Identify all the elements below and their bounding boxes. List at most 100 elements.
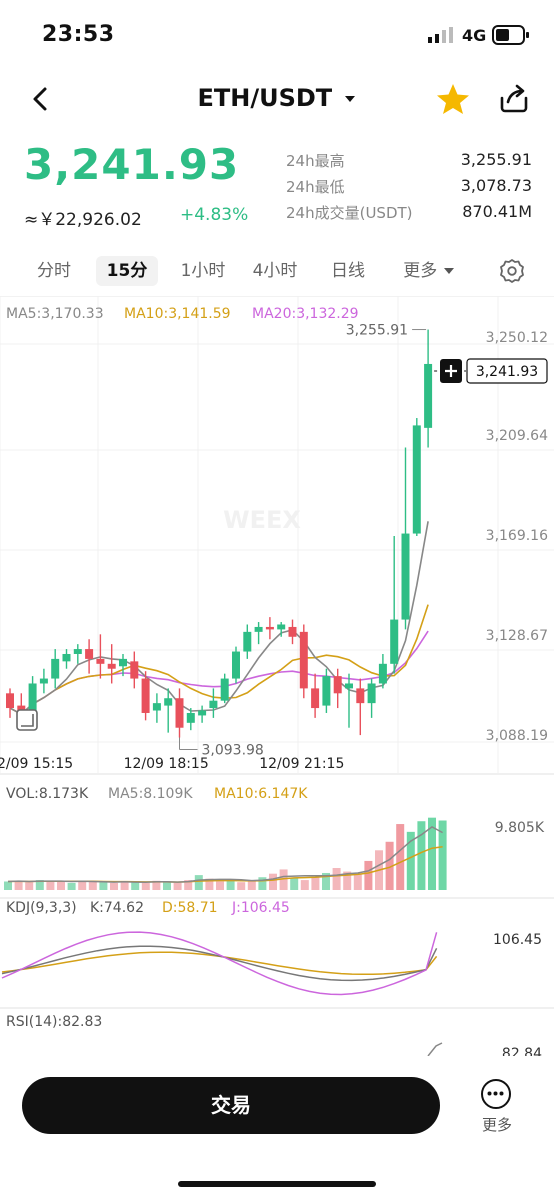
candle-body (175, 698, 184, 728)
kdj-y-tick: 106.45 (493, 932, 542, 948)
volume-bar (406, 831, 415, 890)
ma10-line (9, 604, 429, 716)
more-icon[interactable] (481, 1079, 511, 1109)
candle-body (164, 698, 173, 706)
ma5-legend: MA5:3,170.33 (6, 306, 104, 322)
back-arrow-icon[interactable] (30, 86, 50, 112)
pair-name: ETH/USDT (197, 84, 333, 112)
volume-bar (184, 880, 193, 890)
candle-body (299, 631, 308, 689)
tab-more-label: 更多 (403, 261, 438, 281)
x-tick-label: 12/09 21:15 (259, 756, 344, 772)
volume-bar (417, 821, 426, 890)
y-tick-label: 3,128.67 (486, 628, 548, 644)
volume-bar (194, 875, 203, 890)
candle-body (85, 649, 94, 659)
more-label[interactable]: 更多 (481, 1116, 512, 1134)
ma10-legend: MA10:3,141.59 (124, 306, 231, 322)
kdj-params-legend: KDJ(9,3,3) (6, 900, 77, 916)
candle-body (119, 658, 127, 667)
current-price-label: 3,241.93 (476, 364, 538, 380)
volume-bar (226, 880, 235, 890)
candle-body (6, 693, 14, 709)
kdj-j-legend: J:106.45 (231, 900, 290, 916)
vol-ma5-line (7, 826, 443, 884)
volume-bar (343, 871, 352, 890)
volume-bar (258, 877, 267, 890)
stat-volume-value: 870.41M (462, 202, 532, 221)
kline-chart[interactable]: WEEX MA5:3,170.33 MA10:3,141.59 MA20:3,132… (0, 295, 554, 1062)
y-tick-label: 3,250.12 (486, 330, 548, 346)
tab-timeline[interactable]: 分时 (37, 261, 71, 281)
volume-bar (88, 881, 97, 890)
stat-volume-label: 24h成交量(USDT) (286, 204, 413, 222)
rsi-y-tick: 82.84 (502, 1046, 542, 1056)
candle-body (28, 683, 37, 713)
x-tick-label: 12/09 15:15 (0, 756, 73, 772)
tab-15m[interactable]: 15分 (96, 256, 158, 286)
candle-body (51, 658, 60, 679)
volume-bar (237, 882, 246, 890)
tab-4h[interactable]: 4小时 (252, 261, 298, 281)
candle-body (277, 624, 286, 630)
pair-title[interactable]: ETH/USDT (0, 84, 554, 112)
tab-1h[interactable]: 1小时 (180, 261, 226, 281)
candle-body (322, 676, 331, 706)
volume-bar (364, 860, 373, 890)
last-price: 3,241.93 (24, 140, 240, 189)
volume-bar (332, 868, 341, 890)
tab-daily[interactable]: 日线 (331, 261, 365, 281)
home-indicator (178, 1181, 376, 1187)
vol-y-tick: 9.805K (495, 820, 545, 836)
settings-gear-icon[interactable] (499, 258, 525, 284)
vol-ma10-legend: MA10:6.147K (214, 786, 308, 802)
volume-bar (67, 882, 76, 890)
volume-bar (385, 841, 394, 890)
price-cny: ≈￥22,926.02 (24, 210, 142, 230)
kline-chart-svg: WEEX MA5:3,170.33 MA10:3,141.59 MA20:3,132… (0, 295, 554, 1062)
candle-body (209, 700, 218, 709)
stat-low-value: 3,078.73 (460, 176, 532, 195)
candle-body (390, 619, 399, 664)
candle-body (265, 626, 274, 630)
stat-low-label: 24h最低 (286, 178, 345, 196)
high-marker-label: 3,255.91 (346, 323, 408, 339)
more-dots-icon (487, 1091, 504, 1096)
volume-bar (216, 881, 224, 890)
kdj-j-line (1, 931, 438, 996)
candle-body (107, 663, 116, 669)
share-icon[interactable] (498, 82, 530, 114)
volume-bar (300, 880, 309, 890)
candle-body (367, 683, 376, 704)
volume-bar (311, 877, 320, 890)
volume-bar (290, 877, 299, 890)
fullscreen-icon (16, 709, 38, 731)
low-marker-label: 3,093.98 (202, 743, 264, 759)
candle-body (288, 626, 297, 637)
candle-body (254, 626, 263, 632)
volume-bar (247, 881, 256, 890)
stat-high-label: 24h最高 (286, 152, 345, 170)
current-price-tag (466, 358, 548, 384)
candle-body (152, 703, 161, 711)
candle-body (401, 533, 410, 620)
stat-high-value: 3,255.91 (460, 150, 532, 169)
trade-button[interactable]: 交易 (22, 1077, 440, 1134)
ma20-line (9, 630, 429, 716)
plus-icon (445, 365, 457, 377)
kdj-d-legend: D:58.71 (162, 900, 218, 916)
kdj-k-line (1, 945, 438, 982)
volume-bar (428, 817, 436, 890)
tab-more[interactable]: 更多 (396, 256, 462, 286)
rsi-line (427, 1042, 443, 1057)
candle-body (378, 663, 387, 684)
kdj-k-legend: K:74.62 (90, 900, 144, 916)
volume-bar (141, 882, 150, 890)
star-filled-icon[interactable] (436, 83, 470, 115)
volume-bar (438, 820, 447, 890)
price-change: +4.83% (180, 205, 249, 225)
x-tick-label: 12/09 18:15 (124, 756, 209, 772)
caret-down-icon (344, 96, 355, 102)
vol-ma5-legend: MA5:8.109K (108, 786, 193, 802)
rsi-legend: RSI(14):82.83 (6, 1014, 102, 1030)
